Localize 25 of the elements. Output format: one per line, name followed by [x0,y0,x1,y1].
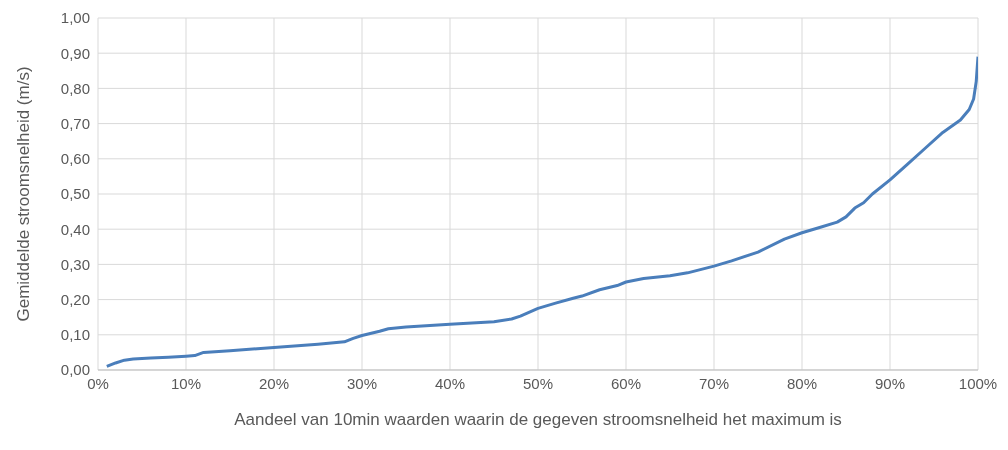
y-tick-label: 0,10 [60,326,90,344]
y-tick-label: 0,60 [60,150,90,168]
x-tick-label: 90% [874,374,906,392]
x-tick-label: 80% [786,374,818,392]
x-tick-label: 30% [346,374,378,392]
y-tick-label: 0,20 [60,290,90,308]
line-series [105,55,978,368]
y-tick-label: 0,30 [60,255,90,273]
y-tick-label: 0,90 [60,44,90,62]
x-tick-label: 40% [434,374,466,392]
x-tick-label: 10% [170,374,202,392]
x-tick-label: 100% [958,374,998,392]
y-tick-label: 0,70 [60,114,90,132]
x-tick-label: 20% [258,374,290,392]
y-tick-label: 0,80 [60,79,90,97]
x-tick-label: 70% [698,374,730,392]
y-tick-label: 0,40 [60,220,90,238]
x-axis-title: Aandeel van 10min waarden waarin de gegeven stroomsnelheid het maximum is [234,410,842,429]
x-tick-label: 60% [610,374,642,392]
x-tick-label: 0% [87,374,109,392]
y-tick-label: 0,00 [60,361,90,379]
x-tick-label: 50% [522,374,554,392]
y-tick-label: 1,00 [60,9,90,27]
y-tick-label: 0,50 [60,185,90,203]
y-axis-title: Gemiddelde stroomsnelheid (m/s) [14,66,34,322]
